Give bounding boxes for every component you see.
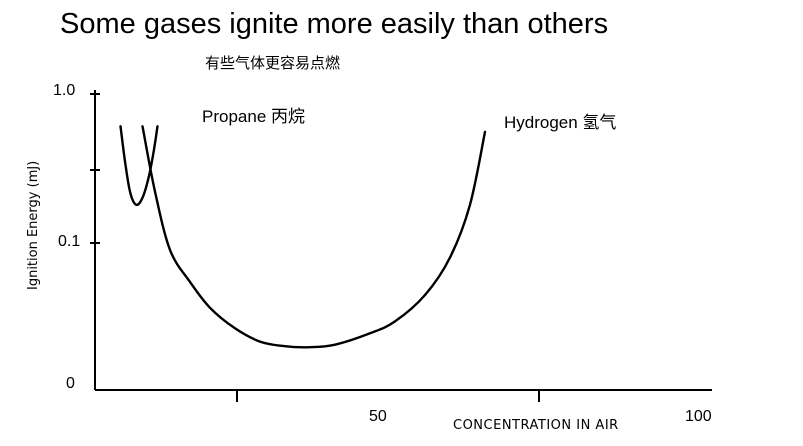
x-tick-label: 100 [685, 408, 712, 425]
y-axis: 1.0 0.1 0 Ignition Energy (mJ) [26, 82, 100, 392]
x-axis-label: CONCENTRATION IN AIR [453, 418, 619, 433]
y-tick-label: 1.0 [53, 82, 75, 99]
y-axis-label: Ignition Energy (mJ) [26, 161, 41, 290]
chart-title: Some gases ignite more easily than other… [60, 8, 608, 40]
hydrogen-curve [141, 125, 487, 349]
series-label-hydrogen: Hydrogen 氢气 [504, 113, 616, 132]
y-tick-label: 0 [66, 375, 75, 392]
chart-subtitle: 有些气体更容易点燃 [205, 54, 340, 72]
series-label-propane: Propane 丙烷 [202, 107, 305, 126]
propane-curve [119, 125, 159, 207]
x-axis: 50 100 CONCENTRATION IN AIR [95, 389, 712, 433]
x-tick-label: 50 [369, 408, 387, 425]
plot-area [119, 125, 487, 349]
y-tick-label: 0.1 [58, 233, 80, 250]
